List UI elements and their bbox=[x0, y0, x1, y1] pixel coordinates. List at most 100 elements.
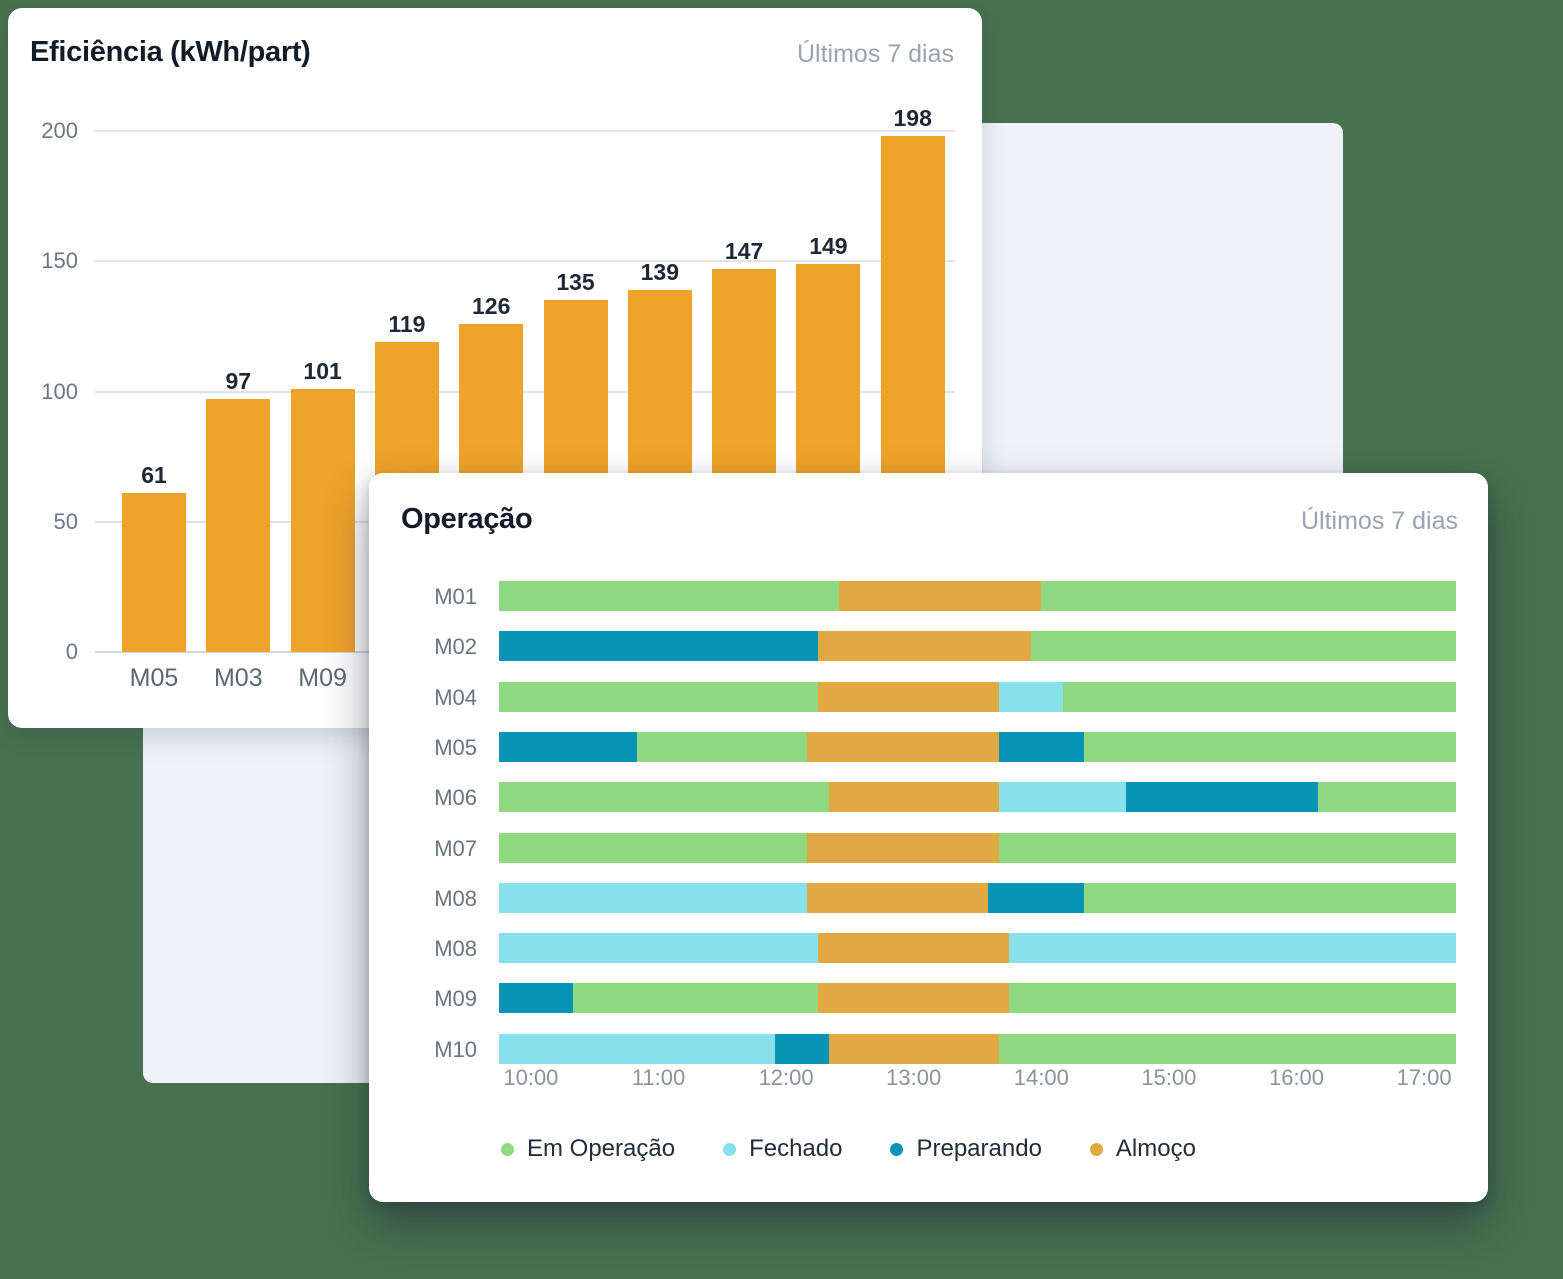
operation-card: Operação Últimos 7 dias M01 M02 M04 M05 M06 M… bbox=[369, 473, 1488, 1202]
gantt-segment bbox=[807, 882, 989, 913]
gantt-row-label: M04 bbox=[434, 684, 477, 710]
gridline bbox=[95, 390, 955, 393]
gantt-segment bbox=[499, 581, 840, 611]
legend-color-dot bbox=[1089, 1142, 1103, 1156]
time-tick-label: 10:00 bbox=[503, 1065, 559, 1090]
gantt-segment bbox=[988, 882, 1084, 913]
gantt-segment bbox=[1317, 782, 1456, 813]
gantt-segment bbox=[817, 681, 999, 712]
gantt-segment bbox=[839, 581, 1042, 611]
efficiency-card: Eficiência (kWh/part) Últimos 7 dias 0 50… bbox=[8, 8, 982, 728]
legend-item: Em Operação bbox=[501, 1135, 675, 1163]
bar-value-label: 147 bbox=[724, 238, 764, 265]
bar bbox=[206, 399, 271, 652]
gantt-segment bbox=[998, 1033, 1456, 1064]
gantt-row-label: M06 bbox=[434, 785, 477, 811]
gantt-segment bbox=[573, 983, 818, 1014]
time-tick-label: 17:00 bbox=[1396, 1065, 1452, 1090]
gantt-segment bbox=[499, 832, 808, 863]
gantt-segment bbox=[1041, 581, 1456, 611]
gantt-segment bbox=[828, 1033, 999, 1064]
gantt-row-track bbox=[499, 581, 1456, 611]
legend-label: Preparando bbox=[916, 1135, 1042, 1162]
gantt-segment bbox=[998, 681, 1063, 712]
y-axis-label: 100 bbox=[41, 378, 78, 404]
legend-label: Fechado bbox=[749, 1135, 843, 1162]
gantt-segment bbox=[817, 983, 1010, 1014]
x-axis-label: M05 bbox=[129, 664, 179, 692]
gantt-segment bbox=[807, 731, 999, 762]
gantt-segment bbox=[807, 832, 999, 863]
gantt-row-track bbox=[499, 731, 1456, 762]
time-tick-label: 16:00 bbox=[1268, 1065, 1325, 1090]
bar-value-label: 97 bbox=[225, 368, 252, 395]
gantt-row-track bbox=[499, 681, 1456, 712]
efficiency-card-title: Eficiência (kWh/part) bbox=[30, 36, 311, 68]
gantt-segment bbox=[998, 832, 1456, 863]
operation-card-title: Operação bbox=[401, 503, 533, 535]
y-axis-label: 200 bbox=[41, 118, 78, 143]
gantt-segment bbox=[1009, 933, 1456, 964]
gantt-segment bbox=[637, 731, 808, 762]
gantt-row-track bbox=[499, 782, 1456, 813]
bar-value-label: 135 bbox=[556, 269, 595, 296]
legend-label: Em Operação bbox=[527, 1135, 676, 1162]
legend-item: Preparando bbox=[890, 1135, 1042, 1163]
time-tick-label: 14:00 bbox=[1013, 1065, 1069, 1090]
gantt-segment bbox=[775, 1033, 829, 1064]
gridline bbox=[95, 260, 955, 263]
bar-value-label: 61 bbox=[141, 462, 167, 489]
gantt-segment bbox=[499, 1033, 776, 1064]
gantt-segment bbox=[1030, 631, 1456, 662]
y-axis-label: 50 bbox=[53, 508, 78, 534]
time-tick-label: 11:00 bbox=[631, 1065, 686, 1090]
gantt-segment bbox=[998, 731, 1084, 762]
gantt-segment bbox=[998, 782, 1127, 813]
gantt-row-label: M05 bbox=[434, 734, 477, 760]
gantt-segment bbox=[1009, 983, 1456, 1014]
time-tick-label: 13:00 bbox=[886, 1065, 942, 1090]
gantt-segment bbox=[1083, 731, 1456, 762]
gantt-segment bbox=[817, 631, 1031, 662]
gantt-segment bbox=[499, 631, 818, 662]
gantt-row-track bbox=[499, 933, 1456, 964]
gantt-row-label: M08 bbox=[434, 936, 477, 962]
gantt-segment bbox=[1062, 681, 1456, 712]
operation-period-label: Últimos 7 dias bbox=[1301, 507, 1458, 535]
bar-value-label: 101 bbox=[303, 357, 342, 384]
gantt-row-label: M02 bbox=[434, 634, 477, 660]
time-tick-label: 15:00 bbox=[1141, 1065, 1197, 1090]
gantt-row-track bbox=[499, 1033, 1456, 1064]
gantt-row-label: M08 bbox=[434, 885, 477, 911]
bar-value-label: 149 bbox=[809, 232, 848, 259]
time-tick-label: 12:00 bbox=[758, 1065, 814, 1090]
x-axis-label: M03 bbox=[213, 664, 263, 692]
gantt-segment bbox=[817, 933, 1010, 964]
legend-color-dot bbox=[501, 1142, 514, 1156]
legend-item: Almoço bbox=[1089, 1135, 1196, 1163]
gantt-segment bbox=[499, 933, 818, 964]
gantt-row-track bbox=[499, 983, 1456, 1014]
gridline bbox=[95, 130, 955, 132]
gantt-row-label: M07 bbox=[434, 835, 477, 861]
legend-color-dot bbox=[890, 1142, 904, 1156]
gantt-row-track bbox=[499, 631, 1456, 662]
gantt-segment bbox=[499, 882, 808, 913]
gantt-segment bbox=[499, 731, 638, 762]
bar-value-label: 126 bbox=[472, 292, 511, 319]
bar-value-label: 198 bbox=[893, 105, 932, 132]
x-axis-label: M09 bbox=[298, 664, 347, 692]
y-axis-label: 150 bbox=[41, 248, 78, 274]
legend-color-dot bbox=[723, 1142, 737, 1156]
legend-item: Fechado bbox=[723, 1135, 842, 1163]
gantt-segment bbox=[499, 681, 818, 712]
gantt-segment bbox=[499, 782, 829, 813]
bar bbox=[122, 493, 186, 652]
gantt-row-track bbox=[499, 882, 1456, 913]
bar-value-label: 119 bbox=[388, 311, 426, 337]
gantt-row-track bbox=[499, 832, 1456, 863]
gantt-row-label: M10 bbox=[434, 1036, 477, 1062]
gantt-row-label: M09 bbox=[434, 986, 477, 1012]
gantt-segment bbox=[1083, 882, 1456, 913]
